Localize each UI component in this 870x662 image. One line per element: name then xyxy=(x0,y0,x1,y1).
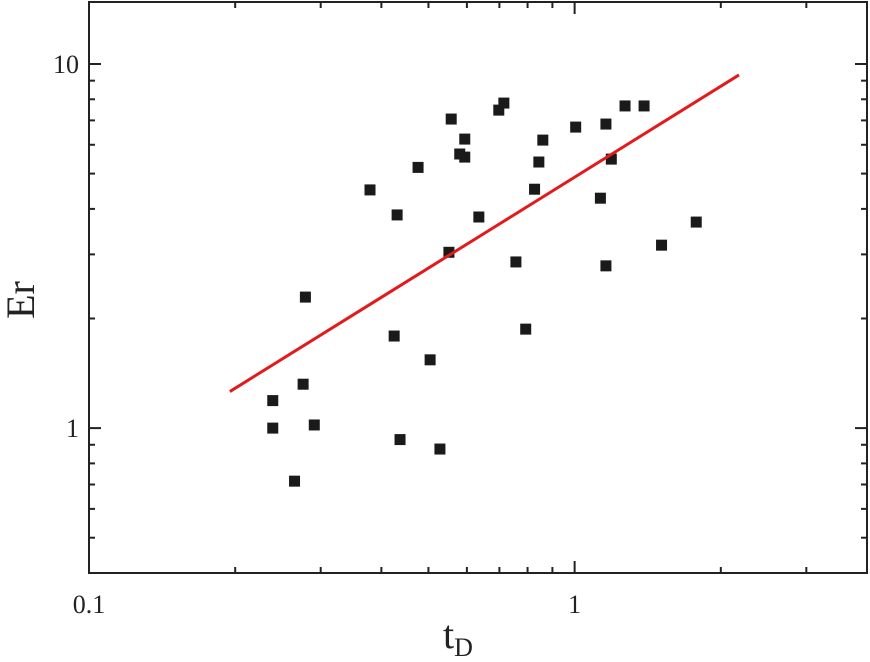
point xyxy=(459,133,471,145)
point xyxy=(297,378,309,390)
point xyxy=(594,192,606,204)
point xyxy=(510,256,522,268)
x-axis-label-main: t xyxy=(443,612,454,657)
point xyxy=(656,239,668,251)
point xyxy=(638,100,650,112)
point xyxy=(537,134,549,146)
point xyxy=(690,216,702,228)
point xyxy=(600,118,612,130)
point xyxy=(533,156,545,168)
y-axis-label: Er xyxy=(0,281,43,319)
x-axis-label-sub: D xyxy=(454,633,473,662)
point xyxy=(520,323,532,335)
point xyxy=(459,151,471,163)
point xyxy=(394,434,406,446)
point xyxy=(267,395,279,407)
point xyxy=(391,209,403,221)
point xyxy=(434,443,446,455)
point xyxy=(364,184,376,196)
point xyxy=(308,419,320,431)
point xyxy=(600,260,612,272)
point xyxy=(570,121,582,133)
x-tick-label: 1 xyxy=(568,590,581,619)
point xyxy=(443,246,455,258)
point xyxy=(473,211,485,223)
point xyxy=(289,475,301,487)
fit-line xyxy=(229,73,740,393)
point xyxy=(445,113,457,125)
x-tick-label: 0.1 xyxy=(73,590,106,619)
point xyxy=(412,161,424,173)
y-tick-label: 1 xyxy=(66,414,79,443)
y-tick-label: 10 xyxy=(53,50,79,79)
point xyxy=(388,330,400,342)
point xyxy=(498,97,510,109)
point xyxy=(619,100,631,112)
point xyxy=(267,422,279,434)
point xyxy=(605,153,617,165)
x-axis-label: tD xyxy=(443,612,473,662)
plot-frame xyxy=(88,1,868,574)
point xyxy=(424,354,436,366)
point xyxy=(493,104,505,116)
point xyxy=(299,291,311,303)
point xyxy=(529,183,541,195)
